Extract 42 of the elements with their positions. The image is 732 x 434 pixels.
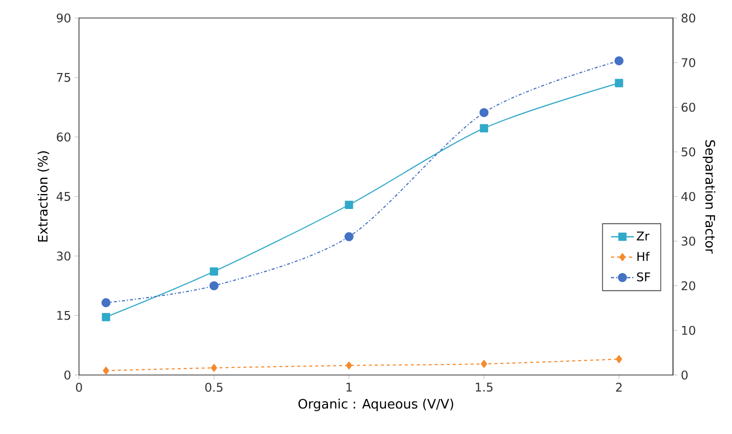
point [614,56,624,66]
x-tick-label: 0.5 [205,382,222,392]
legend-label: Hf [637,252,650,261]
y-tick-label: 30 [56,251,70,261]
point [210,364,218,372]
y-tick-label: 0 [64,370,70,380]
y2-axis-title: Separation Factor [702,140,716,254]
y-tick-label: 75 [57,73,70,82]
point [616,355,622,364]
y2-tick-label: 30 [682,236,696,246]
x-tick-label: 0 [76,382,82,392]
point [346,362,352,370]
x-tick-label: 1.5 [476,382,492,392]
point [480,360,488,368]
point [479,108,489,118]
legend-label: SF [637,272,650,282]
x-axis-title: Organic : Aqueous (V/V) [298,398,454,412]
point [344,232,354,242]
y2-tick-label: 40 [681,192,696,202]
x-tick-label: 1 [346,382,352,392]
y2-tick-label: 60 [682,102,696,112]
point [102,312,110,322]
y-tick-label: 45 [56,192,70,201]
point [101,298,111,308]
legend-label: Zr [636,232,650,240]
y-tick-label: 90 [56,13,70,23]
point [209,281,219,290]
y2-tick-label: 80 [682,13,696,23]
point [210,267,218,276]
y-tick-label: 60 [56,132,70,142]
point [102,366,110,375]
point [614,78,624,88]
y2-tick-label: 0 [682,370,688,380]
y2-tick-label: 10 [682,326,696,335]
point [480,124,488,132]
y-tick-label: 15 [57,311,70,320]
y-axis-title: Extraction (%) [38,151,50,242]
y2-tick-label: 70 [682,58,696,68]
y2-tick-label: 50 [682,147,696,156]
point [344,200,354,209]
y2-tick-label: 20 [682,281,696,290]
x-tick-label: 2 [616,382,622,392]
